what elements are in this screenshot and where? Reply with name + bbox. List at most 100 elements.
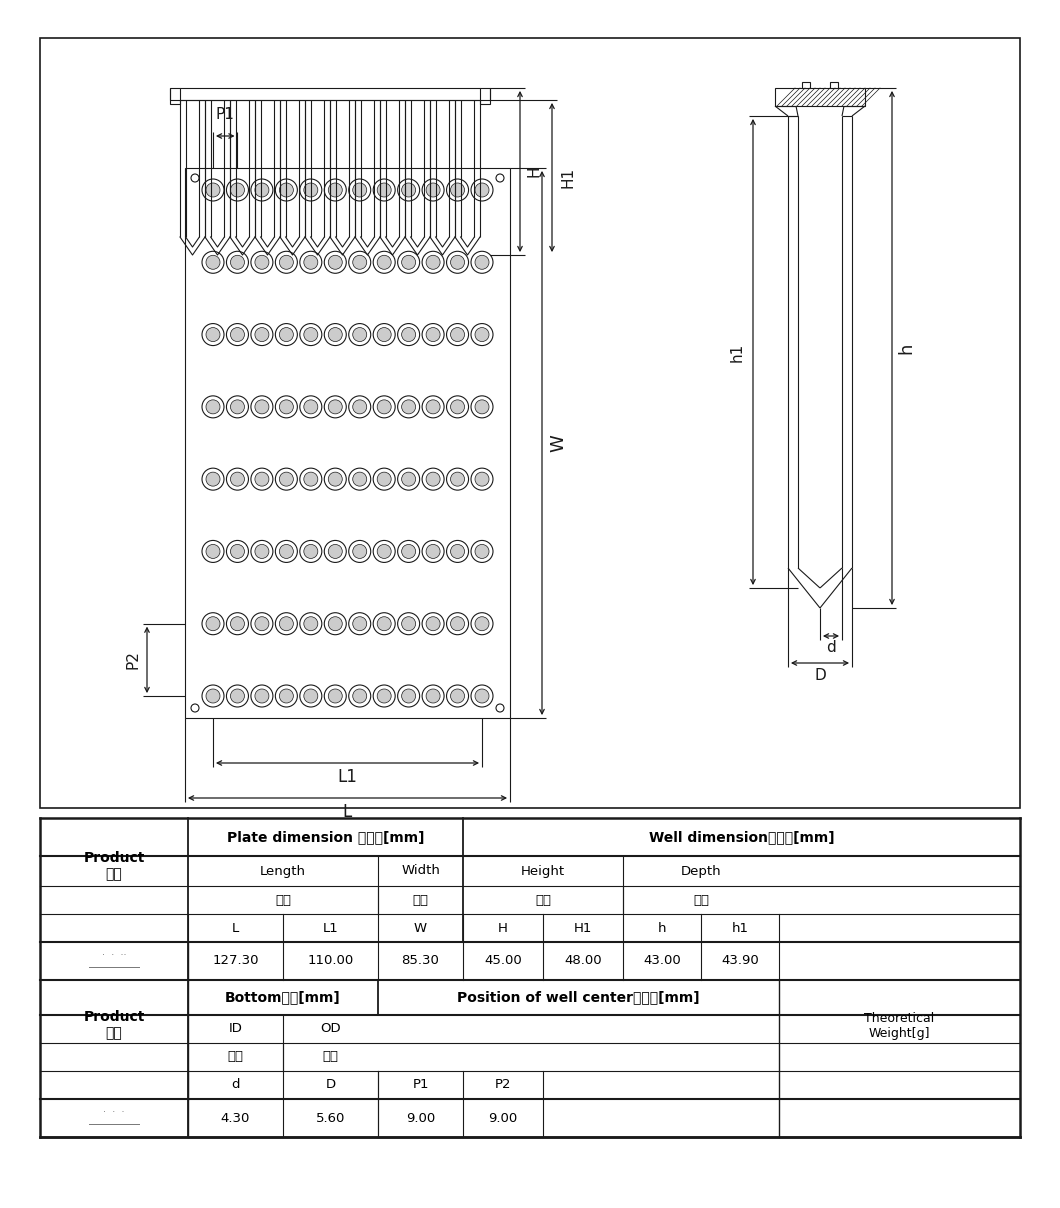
Text: ·  ·  ··: · · ·· [102, 949, 126, 960]
Text: 宽度: 宽度 [412, 894, 428, 906]
Circle shape [280, 327, 294, 342]
Circle shape [329, 327, 342, 342]
Circle shape [324, 396, 347, 418]
Text: H1: H1 [561, 167, 576, 188]
Text: 45.00: 45.00 [484, 954, 522, 968]
Circle shape [280, 182, 294, 197]
Circle shape [206, 472, 220, 486]
Circle shape [373, 396, 395, 418]
Circle shape [475, 327, 489, 342]
Text: P1: P1 [216, 108, 234, 122]
Circle shape [398, 685, 420, 707]
Circle shape [450, 182, 464, 197]
Text: ·  ·  ·: · · · [103, 1107, 125, 1117]
Circle shape [475, 545, 489, 558]
Circle shape [280, 617, 294, 631]
Circle shape [398, 612, 420, 634]
Circle shape [353, 472, 367, 486]
Circle shape [304, 182, 318, 197]
Circle shape [254, 255, 269, 269]
Circle shape [422, 251, 444, 273]
Circle shape [475, 689, 489, 703]
Circle shape [300, 396, 322, 418]
Circle shape [426, 617, 440, 631]
Text: d: d [826, 640, 836, 656]
Circle shape [300, 540, 322, 563]
Circle shape [422, 540, 444, 563]
Text: L1: L1 [322, 922, 338, 935]
Text: 43.90: 43.90 [721, 954, 759, 968]
Circle shape [353, 182, 367, 197]
Circle shape [300, 179, 322, 201]
Text: Theoretical
Weight[g]: Theoretical Weight[g] [864, 1011, 935, 1040]
Circle shape [280, 545, 294, 558]
Circle shape [276, 251, 298, 273]
Circle shape [300, 612, 322, 634]
Text: Depth: Depth [681, 865, 721, 877]
Text: Length: Length [260, 865, 306, 877]
Circle shape [422, 685, 444, 707]
Circle shape [353, 255, 367, 269]
Circle shape [276, 685, 298, 707]
Text: 9.00: 9.00 [489, 1111, 517, 1125]
Circle shape [402, 472, 416, 486]
Circle shape [398, 179, 420, 201]
Circle shape [254, 182, 269, 197]
Circle shape [254, 545, 269, 558]
Circle shape [402, 545, 416, 558]
Circle shape [426, 255, 440, 269]
Text: 9.00: 9.00 [406, 1111, 435, 1125]
Circle shape [349, 540, 371, 563]
Circle shape [324, 540, 347, 563]
Circle shape [227, 612, 248, 634]
Text: Product
产品: Product 产品 [84, 1010, 144, 1040]
Circle shape [300, 324, 322, 345]
Circle shape [251, 324, 272, 345]
Circle shape [373, 612, 395, 634]
Circle shape [450, 689, 464, 703]
Circle shape [227, 469, 248, 490]
Circle shape [353, 327, 367, 342]
Text: Well dimension孔尺寸[mm]: Well dimension孔尺寸[mm] [649, 830, 834, 844]
Circle shape [227, 540, 248, 563]
Circle shape [450, 617, 464, 631]
Circle shape [230, 255, 245, 269]
Circle shape [426, 400, 440, 414]
Bar [802, 82, 810, 88]
Circle shape [251, 612, 272, 634]
Text: Position of well center孔位置[mm]: Position of well center孔位置[mm] [457, 991, 700, 1005]
Text: 48.00: 48.00 [564, 954, 602, 968]
Circle shape [230, 689, 245, 703]
Circle shape [276, 396, 298, 418]
Circle shape [349, 179, 371, 201]
Circle shape [373, 324, 395, 345]
Text: Height: Height [520, 865, 565, 877]
Circle shape [227, 251, 248, 273]
Circle shape [304, 255, 318, 269]
Text: h: h [897, 342, 915, 354]
Circle shape [254, 327, 269, 342]
Circle shape [202, 540, 224, 563]
Text: 高度: 高度 [535, 894, 551, 906]
Circle shape [471, 685, 493, 707]
Circle shape [202, 324, 224, 345]
Text: P2: P2 [495, 1079, 511, 1092]
Circle shape [202, 469, 224, 490]
Bar [775, 88, 865, 106]
Circle shape [206, 545, 220, 558]
Circle shape [329, 182, 342, 197]
Text: ID: ID [229, 1022, 243, 1035]
Circle shape [402, 327, 416, 342]
Text: OD: OD [320, 1022, 341, 1035]
Circle shape [280, 689, 294, 703]
Circle shape [254, 472, 269, 486]
Circle shape [251, 540, 272, 563]
Circle shape [329, 255, 342, 269]
Circle shape [471, 251, 493, 273]
Text: P2: P2 [125, 650, 141, 669]
Circle shape [276, 179, 298, 201]
Circle shape [446, 396, 469, 418]
Circle shape [377, 545, 391, 558]
Circle shape [202, 251, 224, 273]
Circle shape [227, 685, 248, 707]
